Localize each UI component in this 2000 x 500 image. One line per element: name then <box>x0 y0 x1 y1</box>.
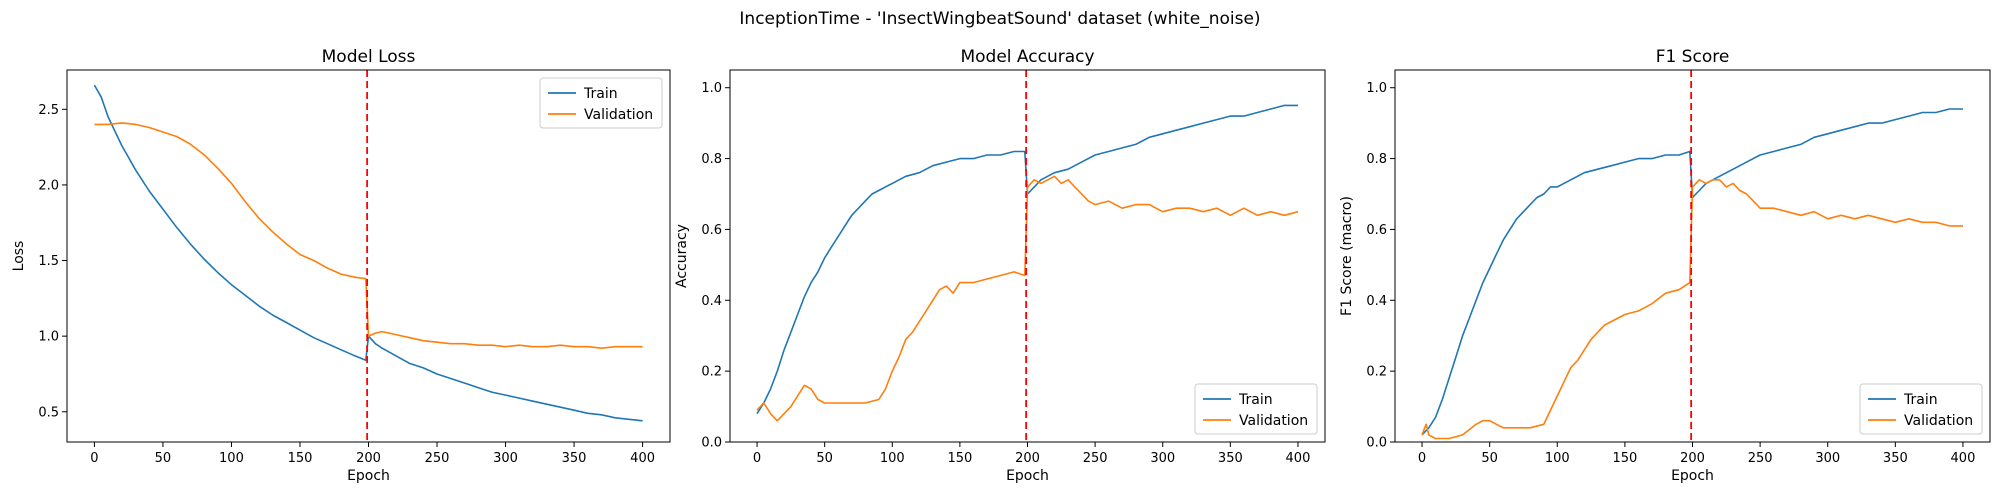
f1-legend-label-train: Train <box>1903 392 1938 408</box>
f1-x-tick-label: 400 <box>1951 451 1976 466</box>
loss-x-tick-label: 400 <box>630 451 655 466</box>
accuracy-x-tick-label: 400 <box>1286 451 1311 466</box>
loss-x-tick-label: 200 <box>356 451 381 466</box>
f1-train-line <box>1421 108 1963 436</box>
f1-y-tick-label: 0.4 <box>1366 294 1387 309</box>
accuracy-y-tick-label: 0.2 <box>701 365 722 380</box>
accuracy-x-tick-label: 350 <box>1218 451 1243 466</box>
figure-suptitle: InceptionTime - 'InsectWingbeatSound' da… <box>739 9 1260 29</box>
f1-x-tick-label: 350 <box>1883 451 1908 466</box>
loss-y-tick-label: 2.5 <box>38 103 59 118</box>
accuracy-legend-label-validation: Validation <box>1239 413 1308 429</box>
f1-legend-label-validation: Validation <box>1904 413 1973 429</box>
loss-x-tick-label: 100 <box>219 451 244 466</box>
accuracy-legend-label-train: Train <box>1238 392 1273 408</box>
loss-x-tick-label: 0 <box>90 451 98 466</box>
f1-x-tick-label: 200 <box>1680 451 1705 466</box>
accuracy-y-tick-label: 0.4 <box>701 294 722 309</box>
f1-x-tick-label: 100 <box>1545 451 1570 466</box>
f1-y-tick-label: 1.0 <box>1366 81 1387 96</box>
f1-x-tick-label: 150 <box>1612 451 1637 466</box>
accuracy-x-tick-label: 0 <box>753 451 761 466</box>
f1-validation-line <box>1421 179 1963 440</box>
loss-validation-line <box>94 122 643 350</box>
accuracy-legend <box>1194 383 1318 435</box>
accuracy-x-tick-label: 100 <box>880 451 905 466</box>
loss-y-tick-label: 1.0 <box>38 330 59 345</box>
f1-chart-title: F1 Score <box>1656 47 1730 67</box>
f1-x-tick-label: 50 <box>1481 451 1498 466</box>
f1-x-tick-label: 0 <box>1418 451 1426 466</box>
f1-x-axis-label: Epoch <box>1671 468 1714 484</box>
accuracy-x-tick-label: 250 <box>1083 451 1108 466</box>
loss-chart-title: Model Loss <box>322 47 416 67</box>
f1-panel: F1 Score 0 50 100 150 200 250 300 350 400 0.0 0.2 0.… <box>1339 47 1991 484</box>
accuracy-y-tick-label: 0.8 <box>701 152 722 167</box>
accuracy-panel: Model Accuracy 0 50 100 150 200 250 300 350 400 0.… <box>674 47 1326 484</box>
accuracy-train-line <box>756 104 1298 415</box>
f1-x-tick-label: 300 <box>1815 451 1840 466</box>
loss-y-tick-label: 2.0 <box>38 178 59 193</box>
accuracy-x-tick-label: 300 <box>1150 451 1175 466</box>
f1-y-tick-label: 0.6 <box>1366 223 1387 238</box>
loss-axes-frame <box>66 69 671 443</box>
loss-y-tick-label: 1.5 <box>38 254 59 269</box>
loss-y-tick-label: 0.5 <box>38 405 59 420</box>
loss-y-axis-label: Loss <box>11 241 27 272</box>
accuracy-y-tick-label: 1.0 <box>701 81 722 96</box>
loss-x-tick-label: 300 <box>493 451 518 466</box>
loss-x-tick-label: 150 <box>288 451 313 466</box>
loss-x-tick-label: 50 <box>155 451 172 466</box>
f1-legend <box>1859 383 1983 435</box>
accuracy-x-tick-label: 50 <box>816 451 833 466</box>
loss-legend-label-train: Train <box>583 86 618 102</box>
f1-y-axis-label: F1 Score (macro) <box>1339 196 1355 316</box>
accuracy-y-axis-label: Accuracy <box>674 224 690 288</box>
f1-y-tick-label: 0.0 <box>1366 436 1387 451</box>
accuracy-y-tick-label: 0.6 <box>701 223 722 238</box>
accuracy-validation-line <box>756 175 1299 422</box>
f1-axes-frame <box>1394 69 1991 443</box>
loss-legend-label-validation: Validation <box>584 107 653 123</box>
loss-x-axis-label: Epoch <box>347 468 390 484</box>
loss-x-tick-label: 350 <box>562 451 587 466</box>
accuracy-x-tick-label: 200 <box>1015 451 1040 466</box>
loss-x-tick-label: 250 <box>425 451 450 466</box>
accuracy-y-tick-label: 0.0 <box>701 436 722 451</box>
accuracy-x-tick-label: 150 <box>947 451 972 466</box>
f1-y-tick-label: 0.2 <box>1366 365 1387 380</box>
loss-legend <box>539 77 663 129</box>
loss-panel: Model Loss 0 50 100 150 200 250 300 350 400 0.5 1.0… <box>11 47 671 484</box>
accuracy-x-axis-label: Epoch <box>1006 468 1049 484</box>
accuracy-chart-title: Model Accuracy <box>960 47 1094 67</box>
accuracy-axes-frame <box>729 69 1326 443</box>
f1-y-tick-label: 0.8 <box>1366 152 1387 167</box>
f1-x-tick-label: 250 <box>1748 451 1773 466</box>
